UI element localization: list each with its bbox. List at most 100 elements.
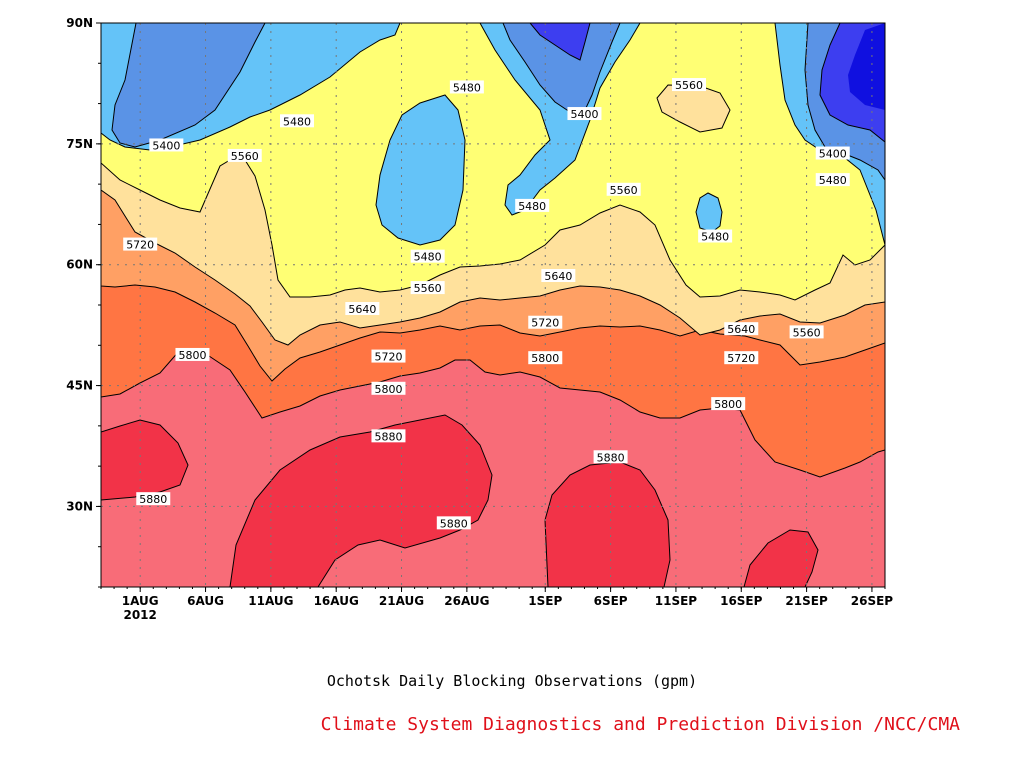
- contour-label: 5720: [528, 315, 563, 330]
- contour-label: 5640: [345, 302, 380, 316]
- contour-label-text: 5560: [610, 184, 638, 197]
- contour-label-bg: [541, 268, 576, 282]
- contour-label: 5800: [175, 347, 210, 362]
- contour-label-bg: [149, 138, 184, 152]
- x-tick-label: 1SEP: [528, 594, 562, 608]
- contour-label-text: 5720: [531, 317, 559, 330]
- contour-label-bg: [711, 397, 746, 411]
- contour-label-text: 5480: [518, 200, 546, 213]
- contour-label-bg: [724, 322, 759, 336]
- contour-label: 5560: [789, 325, 824, 339]
- contour-label-bg: [449, 80, 484, 94]
- contour-label-text: 5640: [544, 270, 572, 283]
- contour-label-bg: [724, 351, 759, 365]
- contour-label-bg: [606, 182, 641, 196]
- band-5880-inner-aug: [229, 414, 493, 587]
- contour-label: 5480: [280, 114, 314, 128]
- x-tick-label: 6SEP: [594, 594, 628, 608]
- contour-label-bg: [227, 148, 262, 162]
- contour-label-bg: [528, 351, 563, 365]
- contour-label: 5880: [436, 516, 471, 530]
- contour-label-bg: [789, 325, 824, 339]
- band-5880-inner-left: [101, 419, 189, 501]
- x-tick-label: 16AUG: [314, 594, 359, 608]
- y-axis: 30N 45N 60N 75N 90N: [66, 16, 101, 588]
- y-tick-label: 90N: [66, 16, 93, 30]
- contour-label-bg: [123, 237, 158, 251]
- x-tick-label: 11SEP: [655, 594, 698, 608]
- contour-label: 5640: [724, 322, 759, 336]
- contour-label-bg: [280, 114, 314, 128]
- contour-label: 5880: [593, 450, 628, 464]
- contour-label-text: 5560: [414, 282, 442, 295]
- contour-label: 5480: [815, 173, 850, 187]
- contour-label-bg: [175, 347, 210, 361]
- contour-label-bg: [567, 107, 602, 121]
- contour-label: 5800: [528, 351, 563, 365]
- contour-label: 5400: [815, 146, 850, 161]
- contour-label-bg: [436, 516, 471, 530]
- contour-label: 5560: [410, 281, 445, 295]
- band-5880-inner-late-sep: [743, 529, 819, 587]
- contour-label-bg: [371, 429, 406, 443]
- contour-label: 5480: [449, 80, 484, 94]
- contour-label: 5880: [371, 429, 406, 443]
- contour-label-bg: [345, 302, 380, 316]
- contour-label: 5800: [371, 381, 406, 396]
- credit-line: Climate System Diagnostics and Predictio…: [320, 714, 960, 735]
- x-tick-label: 11AUG: [248, 594, 293, 608]
- contour-label-text: 5400: [570, 108, 598, 121]
- contour-label-text: 5560: [231, 150, 259, 163]
- contour-label-text: 5480: [701, 231, 729, 244]
- contour-label: 5800: [711, 397, 746, 411]
- contour-label-text: 5880: [597, 451, 625, 464]
- contour-label: 5400: [567, 107, 602, 121]
- x-tick-label: 26SEP: [851, 594, 894, 608]
- contour-label-text: 5720: [727, 352, 755, 365]
- x-tick-label: 16SEP: [720, 594, 763, 608]
- contour-label-bg: [815, 146, 850, 160]
- contour-label-text: 5640: [348, 303, 376, 316]
- contour-label-text: 5480: [414, 251, 442, 264]
- contour-label-bg: [515, 198, 550, 212]
- contour-label: 5720: [123, 237, 158, 252]
- contour-label-text: 5480: [819, 174, 847, 187]
- contour-label-bg: [371, 349, 406, 363]
- core-darkest: [848, 23, 885, 110]
- contour-label-bg: [528, 315, 563, 329]
- x-tick-label: 1AUG: [122, 594, 159, 608]
- contour-label: 5720: [371, 349, 406, 364]
- contour-label-text: 5880: [139, 493, 167, 506]
- contour-label: 5640: [541, 268, 576, 283]
- contour-label-text: 5560: [793, 326, 821, 339]
- x-tick-label: 6AUG: [187, 594, 224, 608]
- contour-label-bg: [410, 249, 445, 263]
- contour-fill-layer: [101, 23, 885, 587]
- contour-label-bg: [672, 78, 706, 92]
- contour-label: 5720: [724, 351, 759, 365]
- chart-caption: Ochotsk Daily Blocking Observations (gpm…: [326, 672, 698, 690]
- contour-label: 5560: [672, 78, 706, 92]
- band-5880-inner-sep: [544, 461, 671, 587]
- x-year-label: 2012: [123, 608, 156, 622]
- contour-label-text: 5880: [440, 517, 468, 530]
- band-5640-5720-patch: [656, 84, 731, 133]
- contour-label-text: 5880: [374, 430, 402, 443]
- y-tick-label: 30N: [66, 499, 93, 513]
- contour-label-text: 5800: [374, 383, 402, 396]
- contour-label-text: 5720: [374, 351, 402, 364]
- contour-label-bg: [593, 450, 628, 464]
- band-5480-5560-island-small: [695, 192, 723, 233]
- contour-label-bg: [815, 173, 850, 187]
- contour-labels: 5400 5480 5560 5480 5400 5560 5400 5480 5480 5560…: [123, 78, 850, 530]
- y-tick-label: 60N: [66, 258, 93, 272]
- contour-label-text: 5400: [152, 139, 180, 152]
- contour-label: 5560: [606, 182, 641, 197]
- contour-label-bg: [698, 229, 733, 243]
- contour-label-bg: [371, 381, 406, 395]
- x-tick-label: 21SEP: [785, 594, 828, 608]
- contour-label: 5560: [227, 148, 262, 163]
- y-tick-label: 45N: [66, 379, 93, 393]
- contour-label-text: 5400: [819, 148, 847, 161]
